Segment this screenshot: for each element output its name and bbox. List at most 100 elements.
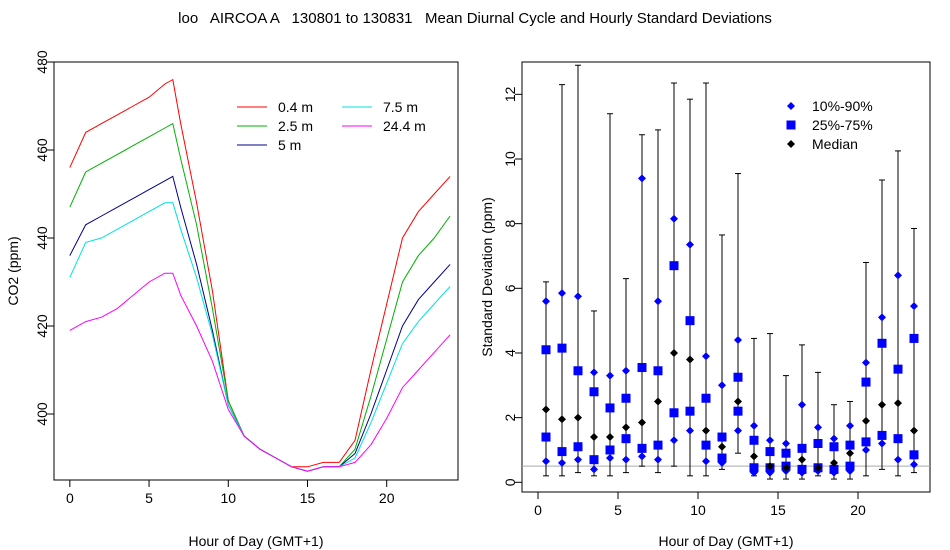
p75-point [877,338,887,348]
median-point [606,433,614,442]
x-tick-label: 5 [614,502,622,518]
p90-point [558,289,566,298]
p25-point [909,450,919,460]
y-tick-label: 10 [502,151,518,167]
x-tick-label: 0 [534,502,542,518]
p90-point [622,366,630,375]
p90-point [782,439,790,448]
y-tick-label: 420 [34,314,50,338]
p25-point [861,437,871,447]
legend-marker [786,120,796,130]
p75-point [637,363,647,373]
x-axis-label: Hour of Day (GMT+1) [659,533,794,549]
p25-point [829,464,839,474]
p75-point [813,439,823,449]
p75-point [621,393,631,403]
y-tick-label: 480 [34,50,50,74]
p25-point [749,463,759,473]
p90-point [542,297,550,306]
p25-point [589,455,599,465]
p75-point [829,442,839,452]
median-point [590,433,598,442]
y-tick-label: 6 [502,284,518,292]
p10-point [574,455,582,464]
p25-point [845,461,855,471]
p25-point [637,443,647,453]
p90-point [798,400,806,409]
legend-marker [787,140,795,148]
legend-label: 2.5 m [278,118,313,134]
p10-point [606,454,614,463]
p25-point [797,464,807,474]
p25-point [701,440,711,450]
p10-point [654,455,662,464]
legend-label: 5 m [278,137,301,153]
left-plot-frame [53,61,459,481]
x-tick-label: 15 [770,502,786,518]
p90-point [830,434,838,443]
median-point [622,423,630,432]
p25-point [557,447,567,457]
p75-point [893,364,903,374]
p90-point [574,292,582,301]
p90-point [846,421,854,430]
median-point [846,449,854,458]
legend-label: 10%-90% [812,98,873,114]
p75-point [573,366,583,376]
p75-point [749,435,759,445]
p90-point [910,302,918,311]
legend-label: 25%-75% [812,117,873,133]
p25-point [653,440,663,450]
p25-point [685,406,695,416]
p75-point [765,447,775,457]
p75-point [669,261,679,271]
p10-point [702,457,710,466]
y-tick-label: 460 [34,138,50,162]
p75-point [653,366,663,376]
p75-point [861,377,871,387]
median-point [558,415,566,424]
p90-point [862,358,870,367]
p90-point [686,240,694,249]
p10-point [910,460,918,469]
p75-point [605,403,615,413]
p90-point [606,371,614,380]
p75-point [717,432,727,442]
p25-point [605,445,615,455]
p25-point [733,406,743,416]
y-tick-label: 2 [502,414,518,422]
y-tick-label: 8 [502,220,518,228]
p90-point [718,381,726,390]
y-tick-label: 400 [34,402,50,426]
p90-point [878,313,886,322]
p10-point [590,465,598,474]
median-point [734,397,742,406]
median-point [830,458,838,467]
y-tick-label: 4 [502,349,518,357]
median-point [574,413,582,422]
series-line [69,175,451,472]
p25-point [893,434,903,444]
p90-point [734,336,742,345]
p90-point [766,436,774,445]
p10-point [686,426,694,435]
series-line [69,78,451,468]
p25-point [669,408,679,418]
right-plot-frame [521,61,931,493]
p10-point [862,445,870,454]
median-point [702,426,710,435]
p25-point [877,430,887,440]
p25-point [621,434,631,444]
median-point [814,463,822,472]
series-line [69,122,451,472]
p10-point [558,458,566,467]
x-tick-label: 0 [66,490,74,506]
p90-point [638,174,646,183]
p75-point [557,343,567,353]
x-tick-label: 5 [145,490,153,506]
median-point [638,418,646,427]
p10-point [638,452,646,461]
p90-point [654,297,662,306]
